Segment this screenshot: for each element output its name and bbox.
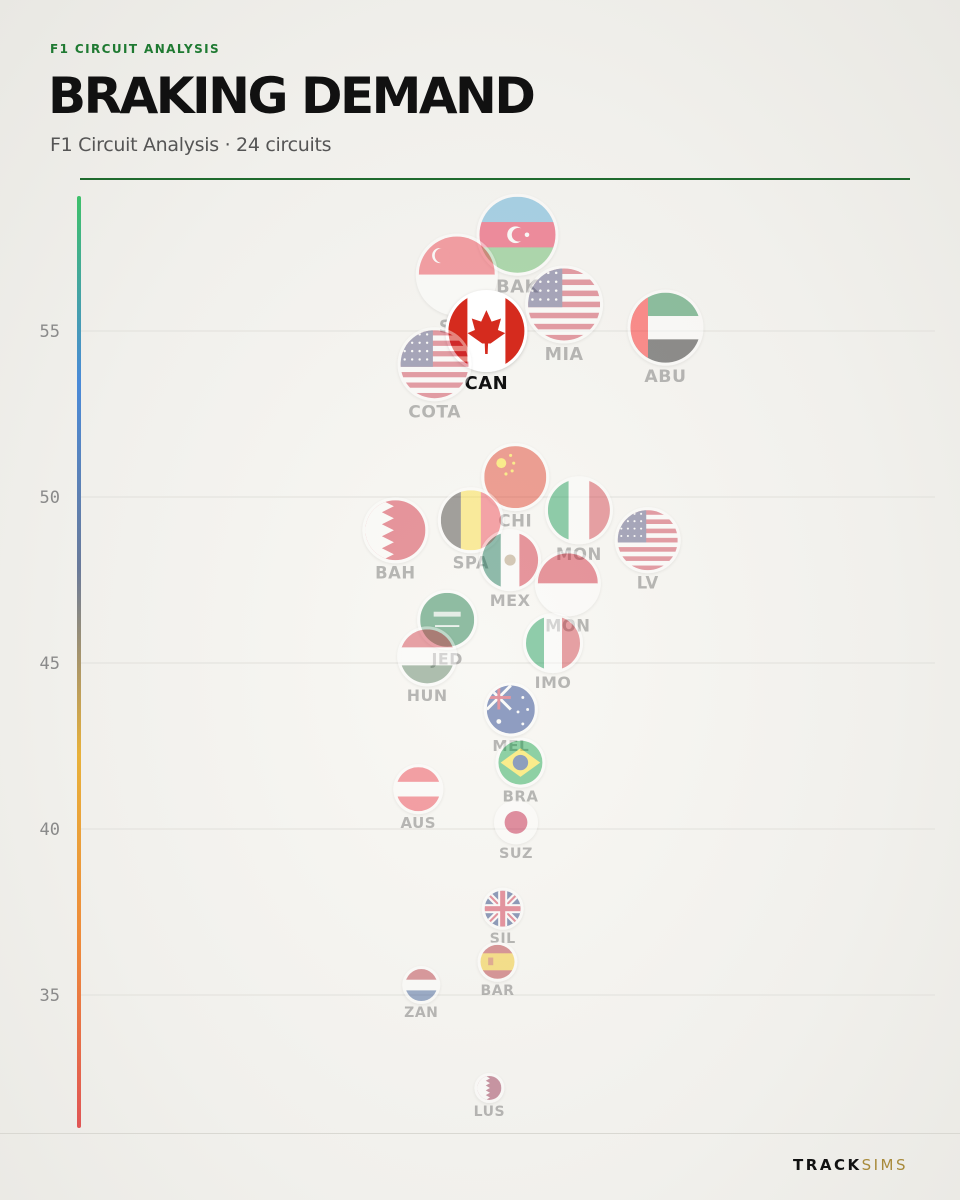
circuit-marker-lus: LUS — [474, 1072, 505, 1120]
ita-flag-icon — [547, 479, 610, 542]
circuit-marker-bah: BAH — [362, 497, 429, 583]
y-axis-gradient-bar — [77, 196, 81, 1128]
circuit-label: MEX — [490, 591, 531, 610]
aus-flag-icon — [486, 685, 535, 734]
circuit-label: MIA — [545, 345, 584, 365]
circuit-label: COTA — [408, 402, 461, 422]
hun-flag-icon — [400, 629, 455, 684]
circuit-marker-mel: MEL — [483, 682, 538, 755]
circuit-marker-mex: MEX — [479, 529, 542, 610]
y-tick-label: 55 — [40, 322, 60, 342]
header-divider — [80, 178, 910, 180]
gbr-flag-icon — [484, 890, 521, 927]
data-points: BAKSINMIAABUCANCOTACHIMONSPABAHLVMEXMONJ… — [362, 193, 704, 1120]
circuit-marker-lv: LV — [614, 507, 681, 593]
circuit-label: ABU — [644, 367, 686, 387]
circuit-marker-hun: HUN — [397, 626, 458, 705]
circuit-marker-spa: SPA — [437, 487, 504, 573]
circuit-label: SUZ — [499, 846, 533, 862]
footer-divider — [0, 1133, 960, 1134]
circuit-label: AUS — [401, 814, 437, 832]
y-tick-label: 35 — [40, 986, 60, 1006]
circuit-label: BAR — [481, 983, 515, 999]
page-subtitle: F1 Circuit Analysis · 24 circuits — [50, 134, 332, 156]
bhr-flag-icon — [365, 500, 426, 561]
y-tick-label: 40 — [40, 820, 60, 840]
page-kicker: F1 CIRCUIT ANALYSIS — [50, 42, 221, 56]
uae-flag-icon — [630, 292, 701, 363]
circuit-label: ZAN — [404, 1005, 438, 1021]
circuit-marker-imo: IMO — [523, 613, 583, 692]
y-tick-label: 45 — [40, 654, 60, 674]
circuit-label: LV — [637, 574, 659, 593]
usa-flag-icon — [400, 330, 469, 399]
ned-flag-icon — [405, 969, 438, 1002]
circuit-label: IMO — [535, 673, 572, 692]
usa-flag-icon — [528, 268, 601, 341]
circuit-marker-mon: MON — [544, 476, 613, 564]
circuit-marker-aus: AUS — [393, 764, 444, 832]
esp-flag-icon — [480, 944, 515, 979]
circuit-label: LUS — [474, 1104, 505, 1120]
qat-flag-icon — [477, 1075, 502, 1100]
ita-flag-icon — [526, 616, 580, 671]
circuit-label: CHI — [498, 512, 532, 531]
circuit-marker-sil: SIL — [481, 887, 524, 947]
circuit-marker-bar: BAR — [477, 941, 518, 999]
y-tick-label: 50 — [40, 488, 60, 508]
page-title: BRAKING DEMAND — [48, 67, 536, 125]
usa-flag-icon — [617, 510, 678, 571]
circuit-marker-abu: ABU — [627, 289, 704, 387]
mex-flag-icon — [482, 532, 539, 589]
circuit-label: CAN — [465, 373, 509, 394]
circuit-marker-zan: ZAN — [402, 966, 441, 1021]
brand-logo: TRACKSIMS — [793, 1156, 908, 1174]
circuit-label: BAH — [375, 564, 415, 583]
bra-flag-icon — [498, 740, 543, 785]
aut-flag-icon — [396, 767, 441, 812]
circuit-marker-cota: COTA — [397, 327, 472, 422]
circuit-marker-bra: BRA — [495, 737, 546, 806]
circuit-marker-suz: SUZ — [494, 800, 538, 862]
circuit-marker-mia: MIA — [525, 265, 604, 365]
circuit-label: HUN — [407, 686, 448, 705]
jpn-flag-icon — [497, 803, 535, 842]
